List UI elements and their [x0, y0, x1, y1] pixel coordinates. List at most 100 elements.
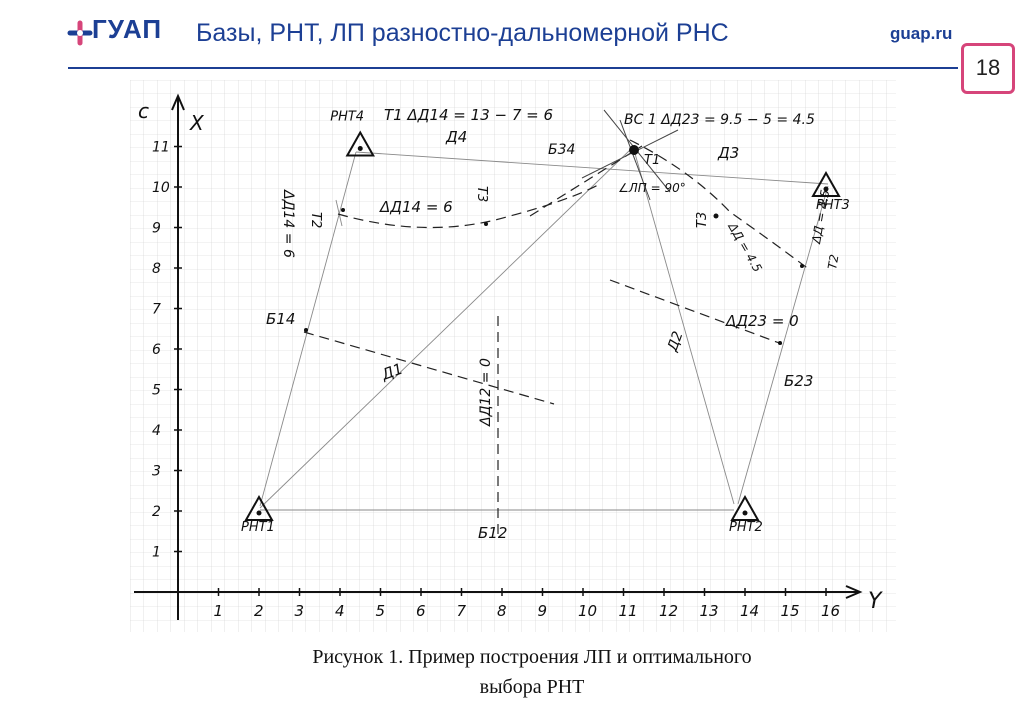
position-lines: [303, 139, 811, 536]
line-d2: [633, 149, 735, 505]
figure-caption-line1: Рисунок 1. Пример построения ЛП и оптима…: [312, 646, 752, 668]
x-axis-label: X: [189, 111, 205, 135]
x-tick-label: 11: [152, 140, 170, 156]
y-tick-label: 1: [214, 602, 224, 620]
baseline-b34: [355, 151, 829, 185]
ann-b14: Б14: [266, 310, 295, 328]
station-point: [256, 510, 262, 516]
y-tick-label: 5: [376, 602, 386, 620]
y-tick-label: 14: [740, 602, 759, 620]
station-triangle-icon: [244, 494, 274, 521]
x-tick-label: 2: [152, 504, 161, 520]
y-tick-label: 3: [295, 602, 305, 620]
ann-b23: Б23: [784, 372, 813, 390]
ann-t1-formula: Т1 ΔД14 = 13 − 7 = 6: [384, 106, 553, 124]
y-axis-label: Y: [868, 589, 883, 614]
ann-t3-mid: Т3: [474, 186, 489, 202]
lp-cross-2: [619, 119, 651, 201]
ann-dd23: ΔД23 = 0: [725, 312, 799, 330]
y-tick-label: 9: [538, 602, 548, 620]
baseline-group: [259, 149, 829, 511]
station-triangle-icon: [730, 494, 760, 521]
station-label: РНТ4: [330, 110, 364, 125]
baseline-b23: [737, 185, 829, 505]
station-label: РНТ2: [729, 520, 763, 535]
baseline-b14: [259, 151, 357, 507]
ann-t2-right: Т2: [825, 253, 841, 270]
ann-dd12: ΔД12 = 0: [478, 358, 494, 427]
stations: РНТ1 РНТ2 РНТ3 РНТ4: [241, 110, 850, 536]
station-point: [742, 510, 748, 516]
y-tick-label: 10: [578, 602, 597, 620]
x-tick-label: 6: [152, 342, 161, 358]
point-b23: [778, 341, 782, 345]
x-tick-label: 5: [152, 383, 161, 399]
y-tick-label: 6: [416, 602, 426, 620]
ann-angle: ∠ЛП = 90°: [618, 181, 686, 195]
station-label: РНТ1: [241, 520, 275, 535]
station-triangle-icon: [345, 130, 375, 157]
line-ray-a: [259, 149, 631, 509]
fix-point-t1: [629, 145, 639, 155]
slide-title: Базы, РНТ, ЛП разностно-дальномерной РНС: [196, 19, 729, 47]
x-tick-label: 7: [152, 302, 161, 318]
x-tick-label: 3: [152, 464, 161, 480]
point-t3-mid: [484, 222, 488, 226]
grid-paper: [130, 80, 896, 632]
y-axis-arrow-icon: [845, 585, 863, 599]
y-tick-label: 15: [781, 602, 800, 620]
y-tick-label: 4: [335, 602, 345, 620]
lp-cross-3: [581, 129, 679, 179]
lp-dd23-curve: [629, 139, 811, 271]
y-tick-label: 11: [619, 602, 638, 620]
ann-dd14-mid: ΔД14 = 6: [379, 198, 453, 216]
lp-dd14-curve: [337, 183, 601, 229]
ann-t1: Т1: [644, 153, 660, 168]
x-axis-arrow-icon: [171, 93, 185, 111]
ann-bc-formula: ВС 1 ΔД23 = 9.5 − 5 = 4.5: [624, 112, 815, 128]
slide-header: ГУАП Базы, РНТ, ЛП разностно-дальномерно…: [0, 0, 1024, 94]
y-tick-label: 16: [821, 602, 840, 620]
header-divider: [68, 67, 958, 69]
ann-dd14-left: ΔД14 = 6: [280, 189, 296, 258]
x-tick-label: 9: [152, 221, 161, 237]
page-number-badge: 18: [961, 43, 1015, 94]
guap-logo-icon: [67, 20, 93, 46]
hand-drawn-diagram: X Y c 1 2 3 4 5 6 7 8 9 10 11 12 13 14 15 16 1234567891…: [130, 80, 896, 632]
site-link[interactable]: guap.ru: [890, 24, 953, 43]
x-tick-label: 10: [152, 180, 170, 196]
y-tick-label: 8: [497, 602, 507, 620]
station-point: [823, 186, 829, 192]
ann-d2: Д2: [664, 329, 686, 354]
station-point: [357, 146, 363, 151]
ann-t3-right: Т3: [695, 212, 710, 228]
ann-d3: Д3: [717, 144, 739, 162]
y-tick-label: 7: [457, 602, 467, 620]
station-label: РНТ3: [816, 198, 850, 213]
y-tick-label: 12: [659, 602, 678, 620]
ann-b34: Б34: [548, 142, 575, 158]
page-number: 18: [975, 55, 1001, 80]
logo-text: ГУАП: [92, 14, 163, 44]
y-tick-label: 13: [700, 602, 719, 620]
lp-dd14: [303, 331, 555, 405]
x-axis-tick-labels: 1 2 3 4 5 6 7 8 9 10 11: [152, 140, 182, 561]
c-axis-label: c: [138, 99, 149, 123]
ann-b12: Б12: [478, 524, 507, 542]
ann-t2-left: Т2: [308, 212, 323, 228]
y-axis-tick-labels: 1 2 3 4 5 6 7 8 9 10 11 12 13 14 15 16: [214, 588, 840, 620]
figure-caption-line2: выбора РНТ: [479, 676, 585, 698]
ann-d4: Д4: [445, 128, 467, 146]
x-tick-label: 4: [152, 423, 161, 439]
point-t3-right: [713, 213, 719, 219]
line-p1: [335, 199, 343, 227]
point-t2-left: [341, 208, 345, 212]
x-tick-label: 1: [152, 545, 161, 561]
lp-dd23: [609, 279, 783, 345]
point-b14: [304, 328, 308, 332]
station-triangle-icon: [811, 170, 841, 197]
x-tick-label: 8: [152, 261, 161, 277]
lp-b34: [529, 145, 643, 217]
y-tick-label: 2: [254, 602, 264, 620]
point-t2-right: [800, 264, 804, 268]
